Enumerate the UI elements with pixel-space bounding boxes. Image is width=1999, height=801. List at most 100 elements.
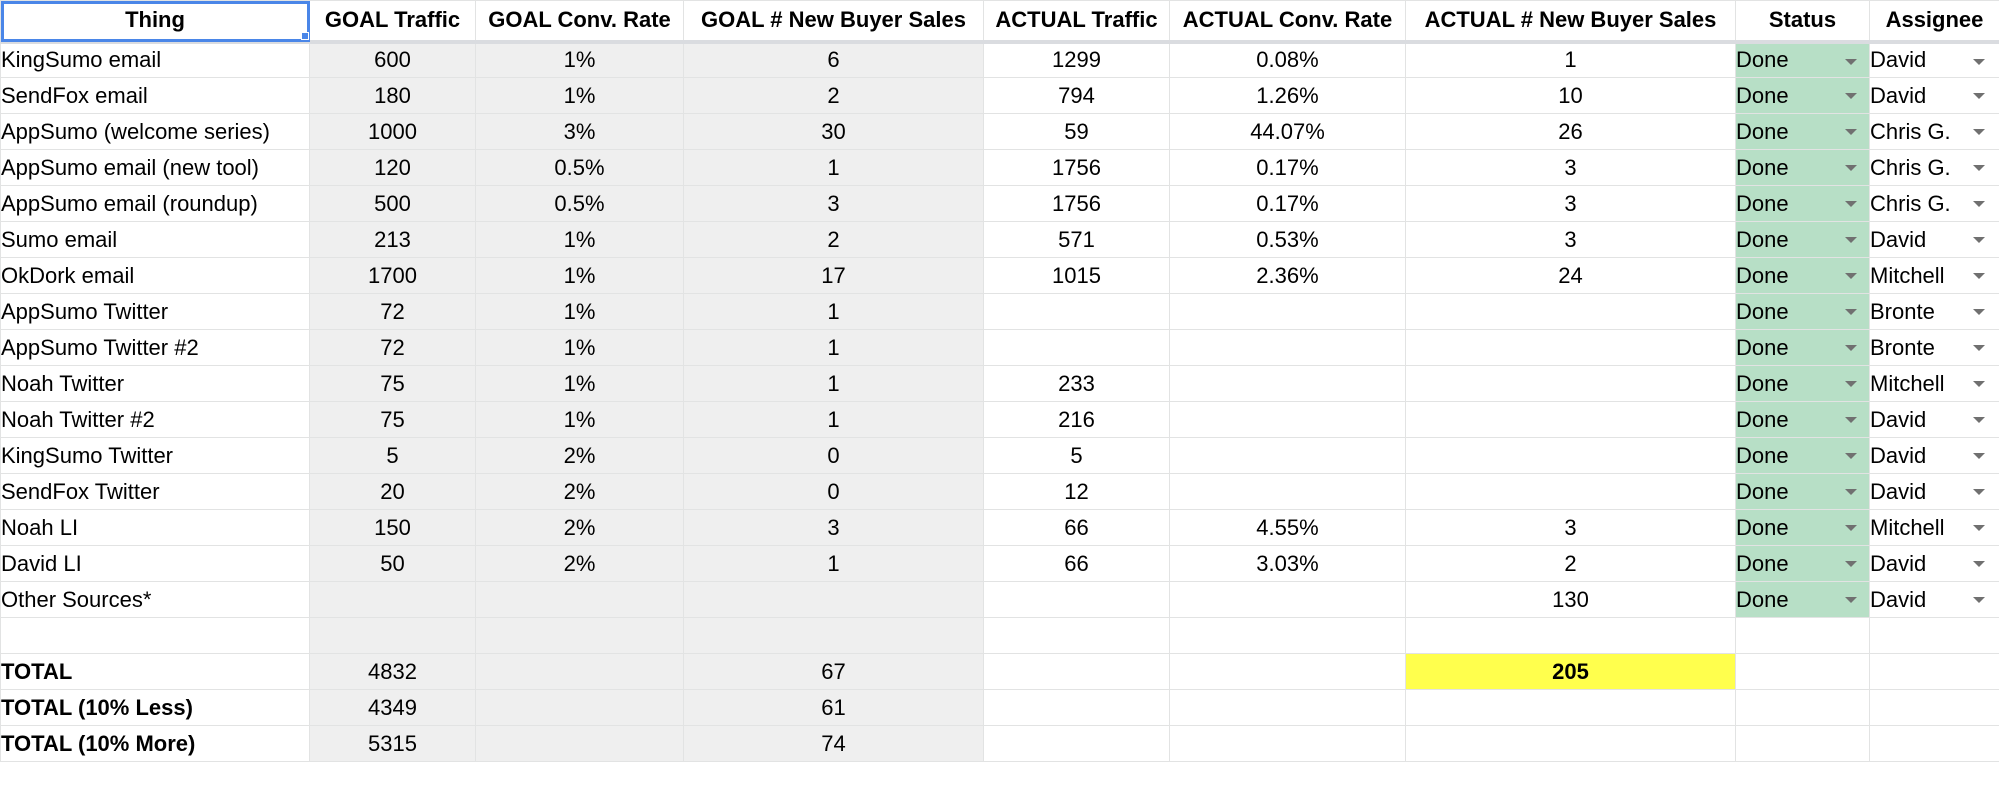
cell-goal-traffic[interactable] bbox=[309, 581, 476, 618]
cell-thing[interactable]: AppSumo email (new tool) bbox=[0, 149, 310, 186]
cell-actual-traffic[interactable]: 5 bbox=[983, 437, 1170, 474]
cell-thing[interactable]: Noah LI bbox=[0, 509, 310, 546]
empty-cell[interactable] bbox=[983, 689, 1170, 726]
cell-goal-conv-rate[interactable]: 1% bbox=[475, 293, 684, 330]
cell-goal-conv-rate[interactable]: 2% bbox=[475, 473, 684, 510]
cell-actual-sales[interactable]: 3 bbox=[1405, 185, 1736, 222]
cell-thing[interactable]: OkDork email bbox=[0, 257, 310, 294]
dropdown-arrow-icon[interactable] bbox=[1973, 93, 1985, 99]
cell-thing[interactable]: KingSumo email bbox=[0, 41, 310, 78]
total-more-actual-sales[interactable] bbox=[1405, 725, 1736, 762]
empty-cell[interactable] bbox=[1735, 725, 1870, 762]
assignee-dropdown[interactable]: David bbox=[1869, 41, 1999, 78]
cell-actual-conv-rate[interactable] bbox=[1169, 293, 1406, 330]
header-cell-goal-conv-rate[interactable]: GOAL Conv. Rate bbox=[475, 0, 684, 44]
status-dropdown[interactable]: Done bbox=[1735, 221, 1870, 258]
assignee-dropdown[interactable]: Bronte bbox=[1869, 293, 1999, 330]
dropdown-arrow-icon[interactable] bbox=[1845, 237, 1857, 243]
cell-actual-sales[interactable]: 3 bbox=[1405, 221, 1736, 258]
total-less-label[interactable]: TOTAL (10% Less) bbox=[0, 689, 310, 726]
dropdown-arrow-icon[interactable] bbox=[1973, 309, 1985, 315]
cell-actual-conv-rate[interactable] bbox=[1169, 365, 1406, 402]
status-dropdown[interactable]: Done bbox=[1735, 293, 1870, 330]
dropdown-arrow-icon[interactable] bbox=[1973, 237, 1985, 243]
dropdown-arrow-icon[interactable] bbox=[1845, 309, 1857, 315]
header-cell-actual-traffic[interactable]: ACTUAL Traffic bbox=[983, 0, 1170, 44]
total-status[interactable] bbox=[1735, 653, 1870, 690]
cell-goal-traffic[interactable]: 75 bbox=[309, 401, 476, 438]
cell-goal-sales[interactable]: 17 bbox=[683, 257, 984, 294]
dropdown-arrow-icon[interactable] bbox=[1845, 165, 1857, 171]
cell-actual-traffic[interactable] bbox=[983, 581, 1170, 618]
assignee-dropdown[interactable]: David bbox=[1869, 437, 1999, 474]
total-less-actual-sales[interactable] bbox=[1405, 689, 1736, 726]
dropdown-arrow-icon[interactable] bbox=[1845, 525, 1857, 531]
assignee-dropdown[interactable]: David bbox=[1869, 401, 1999, 438]
status-dropdown[interactable]: Done bbox=[1735, 77, 1870, 114]
dropdown-arrow-icon[interactable] bbox=[1973, 201, 1985, 207]
dropdown-arrow-icon[interactable] bbox=[1845, 93, 1857, 99]
cell-goal-sales[interactable]: 2 bbox=[683, 77, 984, 114]
cell-actual-sales[interactable] bbox=[1405, 473, 1736, 510]
cell-thing[interactable]: Noah Twitter #2 bbox=[0, 401, 310, 438]
cell-goal-traffic[interactable]: 75 bbox=[309, 365, 476, 402]
cell-actual-conv-rate[interactable] bbox=[1169, 581, 1406, 618]
cell-actual-traffic[interactable]: 1756 bbox=[983, 185, 1170, 222]
cell-goal-traffic[interactable]: 500 bbox=[309, 185, 476, 222]
total-goal-conv-rate[interactable] bbox=[475, 653, 684, 690]
total-more-goal-conv-rate[interactable] bbox=[475, 725, 684, 762]
cell-actual-sales[interactable] bbox=[1405, 401, 1736, 438]
dropdown-arrow-icon[interactable] bbox=[1973, 417, 1985, 423]
assignee-dropdown[interactable]: Chris G. bbox=[1869, 149, 1999, 186]
cell-actual-traffic[interactable]: 1756 bbox=[983, 149, 1170, 186]
cell-actual-traffic[interactable]: 1299 bbox=[983, 41, 1170, 78]
cell-actual-conv-rate[interactable]: 0.17% bbox=[1169, 149, 1406, 186]
dropdown-arrow-icon[interactable] bbox=[1973, 453, 1985, 459]
status-dropdown[interactable]: Done bbox=[1735, 185, 1870, 222]
cell-actual-sales[interactable] bbox=[1405, 437, 1736, 474]
cell-goal-conv-rate[interactable] bbox=[475, 581, 684, 618]
cell-goal-conv-rate[interactable]: 2% bbox=[475, 545, 684, 582]
cell-goal-conv-rate[interactable]: 1% bbox=[475, 365, 684, 402]
dropdown-arrow-icon[interactable] bbox=[1973, 58, 1985, 65]
cell-actual-traffic[interactable]: 216 bbox=[983, 401, 1170, 438]
cell-actual-traffic[interactable]: 12 bbox=[983, 473, 1170, 510]
cell-actual-conv-rate[interactable]: 0.53% bbox=[1169, 221, 1406, 258]
header-cell-thing[interactable]: Thing bbox=[0, 0, 310, 44]
dropdown-arrow-icon[interactable] bbox=[1845, 345, 1857, 351]
assignee-dropdown[interactable]: David bbox=[1869, 545, 1999, 582]
empty-cell[interactable] bbox=[1735, 689, 1870, 726]
cell-actual-sales[interactable]: 3 bbox=[1405, 149, 1736, 186]
cell-actual-traffic[interactable]: 571 bbox=[983, 221, 1170, 258]
selection-fill-handle[interactable] bbox=[301, 31, 309, 38]
cell-actual-sales[interactable]: 1 bbox=[1405, 41, 1736, 78]
status-dropdown[interactable]: Done bbox=[1735, 257, 1870, 294]
cell-actual-conv-rate[interactable] bbox=[1169, 473, 1406, 510]
cell-actual-sales[interactable]: 10 bbox=[1405, 77, 1736, 114]
assignee-dropdown[interactable]: David bbox=[1869, 581, 1999, 618]
cell-thing[interactable]: SendFox Twitter bbox=[0, 473, 310, 510]
cell-thing[interactable]: AppSumo (welcome series) bbox=[0, 113, 310, 150]
status-dropdown[interactable]: Done bbox=[1735, 329, 1870, 366]
cell-goal-sales[interactable]: 3 bbox=[683, 509, 984, 546]
cell-thing[interactable]: SendFox email bbox=[0, 77, 310, 114]
cell-goal-traffic[interactable]: 150 bbox=[309, 509, 476, 546]
dropdown-arrow-icon[interactable] bbox=[1845, 58, 1857, 65]
cell-actual-conv-rate[interactable]: 0.17% bbox=[1169, 185, 1406, 222]
empty-cell[interactable] bbox=[983, 725, 1170, 762]
cell-thing[interactable]: Other Sources* bbox=[0, 581, 310, 618]
cell-thing[interactable]: Sumo email bbox=[0, 221, 310, 258]
status-dropdown[interactable]: Done bbox=[1735, 509, 1870, 546]
cell-goal-conv-rate[interactable]: 1% bbox=[475, 221, 684, 258]
cell-goal-conv-rate[interactable]: 2% bbox=[475, 437, 684, 474]
dropdown-arrow-icon[interactable] bbox=[1973, 561, 1985, 567]
cell-goal-traffic[interactable]: 5 bbox=[309, 437, 476, 474]
total-actual-traffic[interactable] bbox=[983, 653, 1170, 690]
empty-cell[interactable] bbox=[1405, 617, 1736, 654]
cell-actual-sales[interactable]: 2 bbox=[1405, 545, 1736, 582]
header-cell-actual-new-buyer-sales[interactable]: ACTUAL # New Buyer Sales bbox=[1405, 0, 1736, 44]
cell-goal-sales[interactable]: 1 bbox=[683, 329, 984, 366]
dropdown-arrow-icon[interactable] bbox=[1845, 201, 1857, 207]
cell-goal-traffic[interactable]: 180 bbox=[309, 77, 476, 114]
status-dropdown[interactable]: Done bbox=[1735, 149, 1870, 186]
